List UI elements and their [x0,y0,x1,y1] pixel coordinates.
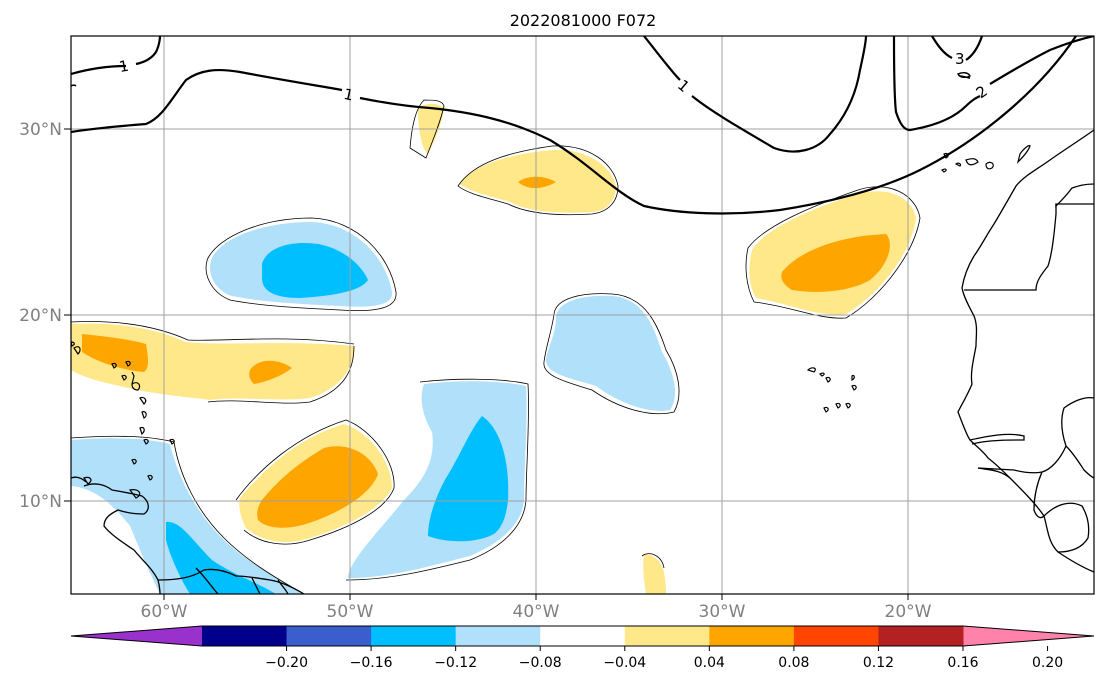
map-panel: 1 1 1 3 2 [71,36,1094,594]
coastlines [71,129,1094,594]
lon-label-50w: 50°W [327,602,374,622]
lon-label-20w: 20°W [885,602,932,622]
contour-label: 1 [674,76,693,96]
colorbar-tick-label: −0.20 [265,655,308,671]
lon-label-60w: 60°W [141,602,188,622]
colorbar-tick-label: 0.12 [863,655,894,671]
negative-anomaly-light [71,222,676,594]
colorbar-segment [540,626,626,646]
longitude-labels: 60°W 50°W 40°W 30°W 20°W [141,594,932,622]
lat-label-10n: 10°N [19,492,62,512]
negative-anomaly-medium [166,242,509,594]
colorbar-segment [455,626,541,646]
colorbar-tick-label: −0.16 [350,655,393,671]
colorbar-tick-label: 0.04 [694,655,725,671]
contour-lines [71,36,1094,215]
colorbar-tick-label: 0.20 [1032,655,1063,671]
contour-label-group: 1 1 1 3 2 [118,50,991,105]
colorbar-extend-high [963,626,1094,646]
colorbar-segment [371,626,457,646]
colorbar-segment [624,626,710,646]
lat-label-30n: 30°N [19,120,62,140]
colorbar-segment [286,626,372,646]
colorbar-segment [202,626,288,646]
latitude-labels: 30°N 20°N 10°N [19,120,71,512]
colorbar-segment [878,626,964,646]
colorbar-extend-low [71,626,202,646]
shading-outlines [71,99,921,594]
lon-label-30w: 30°W [699,602,746,622]
contour-label: 1 [118,57,131,76]
colorbar-segment [793,626,879,646]
colorbar-outline [70,625,1095,647]
colorbar-segment [709,626,795,646]
positive-anomaly-medium [82,176,890,528]
colorbar-tick-label: 0.08 [778,655,809,671]
figure-title: 2022081000 F072 [510,11,657,30]
contour-label: 3 [955,50,965,68]
colorbar-tick-label: 0.16 [947,655,978,671]
lat-label-20n: 20°N [19,306,62,326]
contour-label: 1 [342,85,355,105]
colorbar: −0.20 −0.16 −0.12 −0.08 −0.04 0.04 0.08 0.12 0.1… [70,625,1095,671]
graticule [71,36,1094,594]
lon-label-40w: 40°W [513,602,560,622]
colorbar-tick-label: −0.08 [519,655,562,671]
colorbar-tick-label: −0.12 [434,655,477,671]
colorbar-tick-label: −0.04 [603,655,646,671]
